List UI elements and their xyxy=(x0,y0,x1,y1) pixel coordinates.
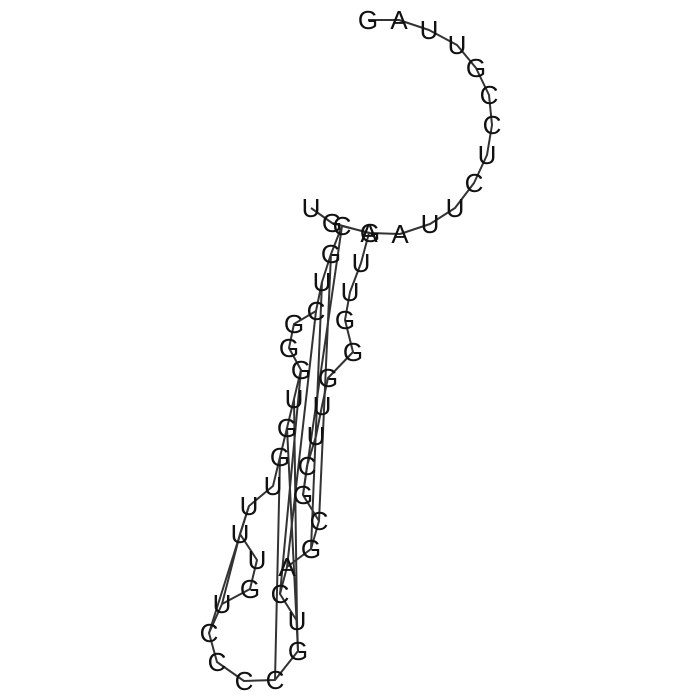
nucleotide: G xyxy=(284,309,304,339)
nucleotide: C xyxy=(483,110,502,140)
nucleotide: U xyxy=(421,209,440,239)
nucleotide: G xyxy=(270,442,290,472)
nucleotide: U xyxy=(240,491,259,521)
base-pair-bond xyxy=(310,281,323,550)
nucleotide: C xyxy=(333,211,352,241)
base-pair-bonds xyxy=(208,225,343,681)
nucleotide: U xyxy=(302,193,321,223)
base-pair-bond xyxy=(221,533,241,605)
nucleotide: U xyxy=(420,15,439,45)
nucleotide: C xyxy=(271,579,290,609)
nucleotide: G xyxy=(293,480,313,510)
nucleotide: A xyxy=(390,5,408,35)
nucleotide: C xyxy=(480,80,499,110)
nucleotide: U xyxy=(446,193,465,223)
nucleotide: U xyxy=(248,545,267,575)
nucleotide: G xyxy=(240,574,260,604)
nucleotide: C xyxy=(307,296,326,326)
nucleotide: C xyxy=(208,647,227,677)
nucleotide: U xyxy=(478,140,497,170)
nucleotide: G xyxy=(291,355,311,385)
nucleotide: G xyxy=(277,413,297,443)
nucleotide: G xyxy=(318,363,338,393)
nucleotide: U xyxy=(288,606,307,636)
base-pair-bond xyxy=(274,456,281,681)
base-pair-bond xyxy=(286,427,299,652)
nucleotide: U xyxy=(264,471,283,501)
nucleotide: U xyxy=(313,267,332,297)
nucleotide: U xyxy=(213,589,232,619)
nucleotide: G xyxy=(321,239,341,269)
nucleotide: G xyxy=(335,305,355,335)
nucleotide: C xyxy=(310,506,329,536)
nucleotide: U xyxy=(448,30,467,60)
nucleotide: G xyxy=(360,218,380,248)
nucleotide: G xyxy=(466,53,486,83)
nucleotide: U xyxy=(341,277,360,307)
nucleotide: A xyxy=(278,552,296,582)
nucleotide: U xyxy=(285,384,304,414)
nucleotide: C xyxy=(465,168,484,198)
nucleotide: G xyxy=(279,333,299,363)
nucleotide: A xyxy=(360,218,378,248)
nucleotide: A xyxy=(391,219,409,249)
nucleotide: G xyxy=(301,534,321,564)
nucleotide: C xyxy=(235,666,254,696)
base-pair-bond xyxy=(208,505,250,634)
base-pair-bond xyxy=(318,253,332,522)
nucleotide: C xyxy=(298,451,317,481)
nucleotide: G xyxy=(288,636,308,666)
nucleotide: C xyxy=(200,618,219,648)
base-pair-bond xyxy=(302,225,343,496)
base-pair-bond xyxy=(293,398,298,622)
nucleotide: G xyxy=(343,337,363,367)
nucleotide: G xyxy=(322,208,342,238)
nucleotide: U xyxy=(313,391,332,421)
nucleotide: U xyxy=(307,421,326,451)
nucleotide: U xyxy=(352,248,371,278)
nucleotide: C xyxy=(266,665,285,695)
nucleotide: U xyxy=(231,519,250,549)
nucleotide: G xyxy=(358,5,378,35)
